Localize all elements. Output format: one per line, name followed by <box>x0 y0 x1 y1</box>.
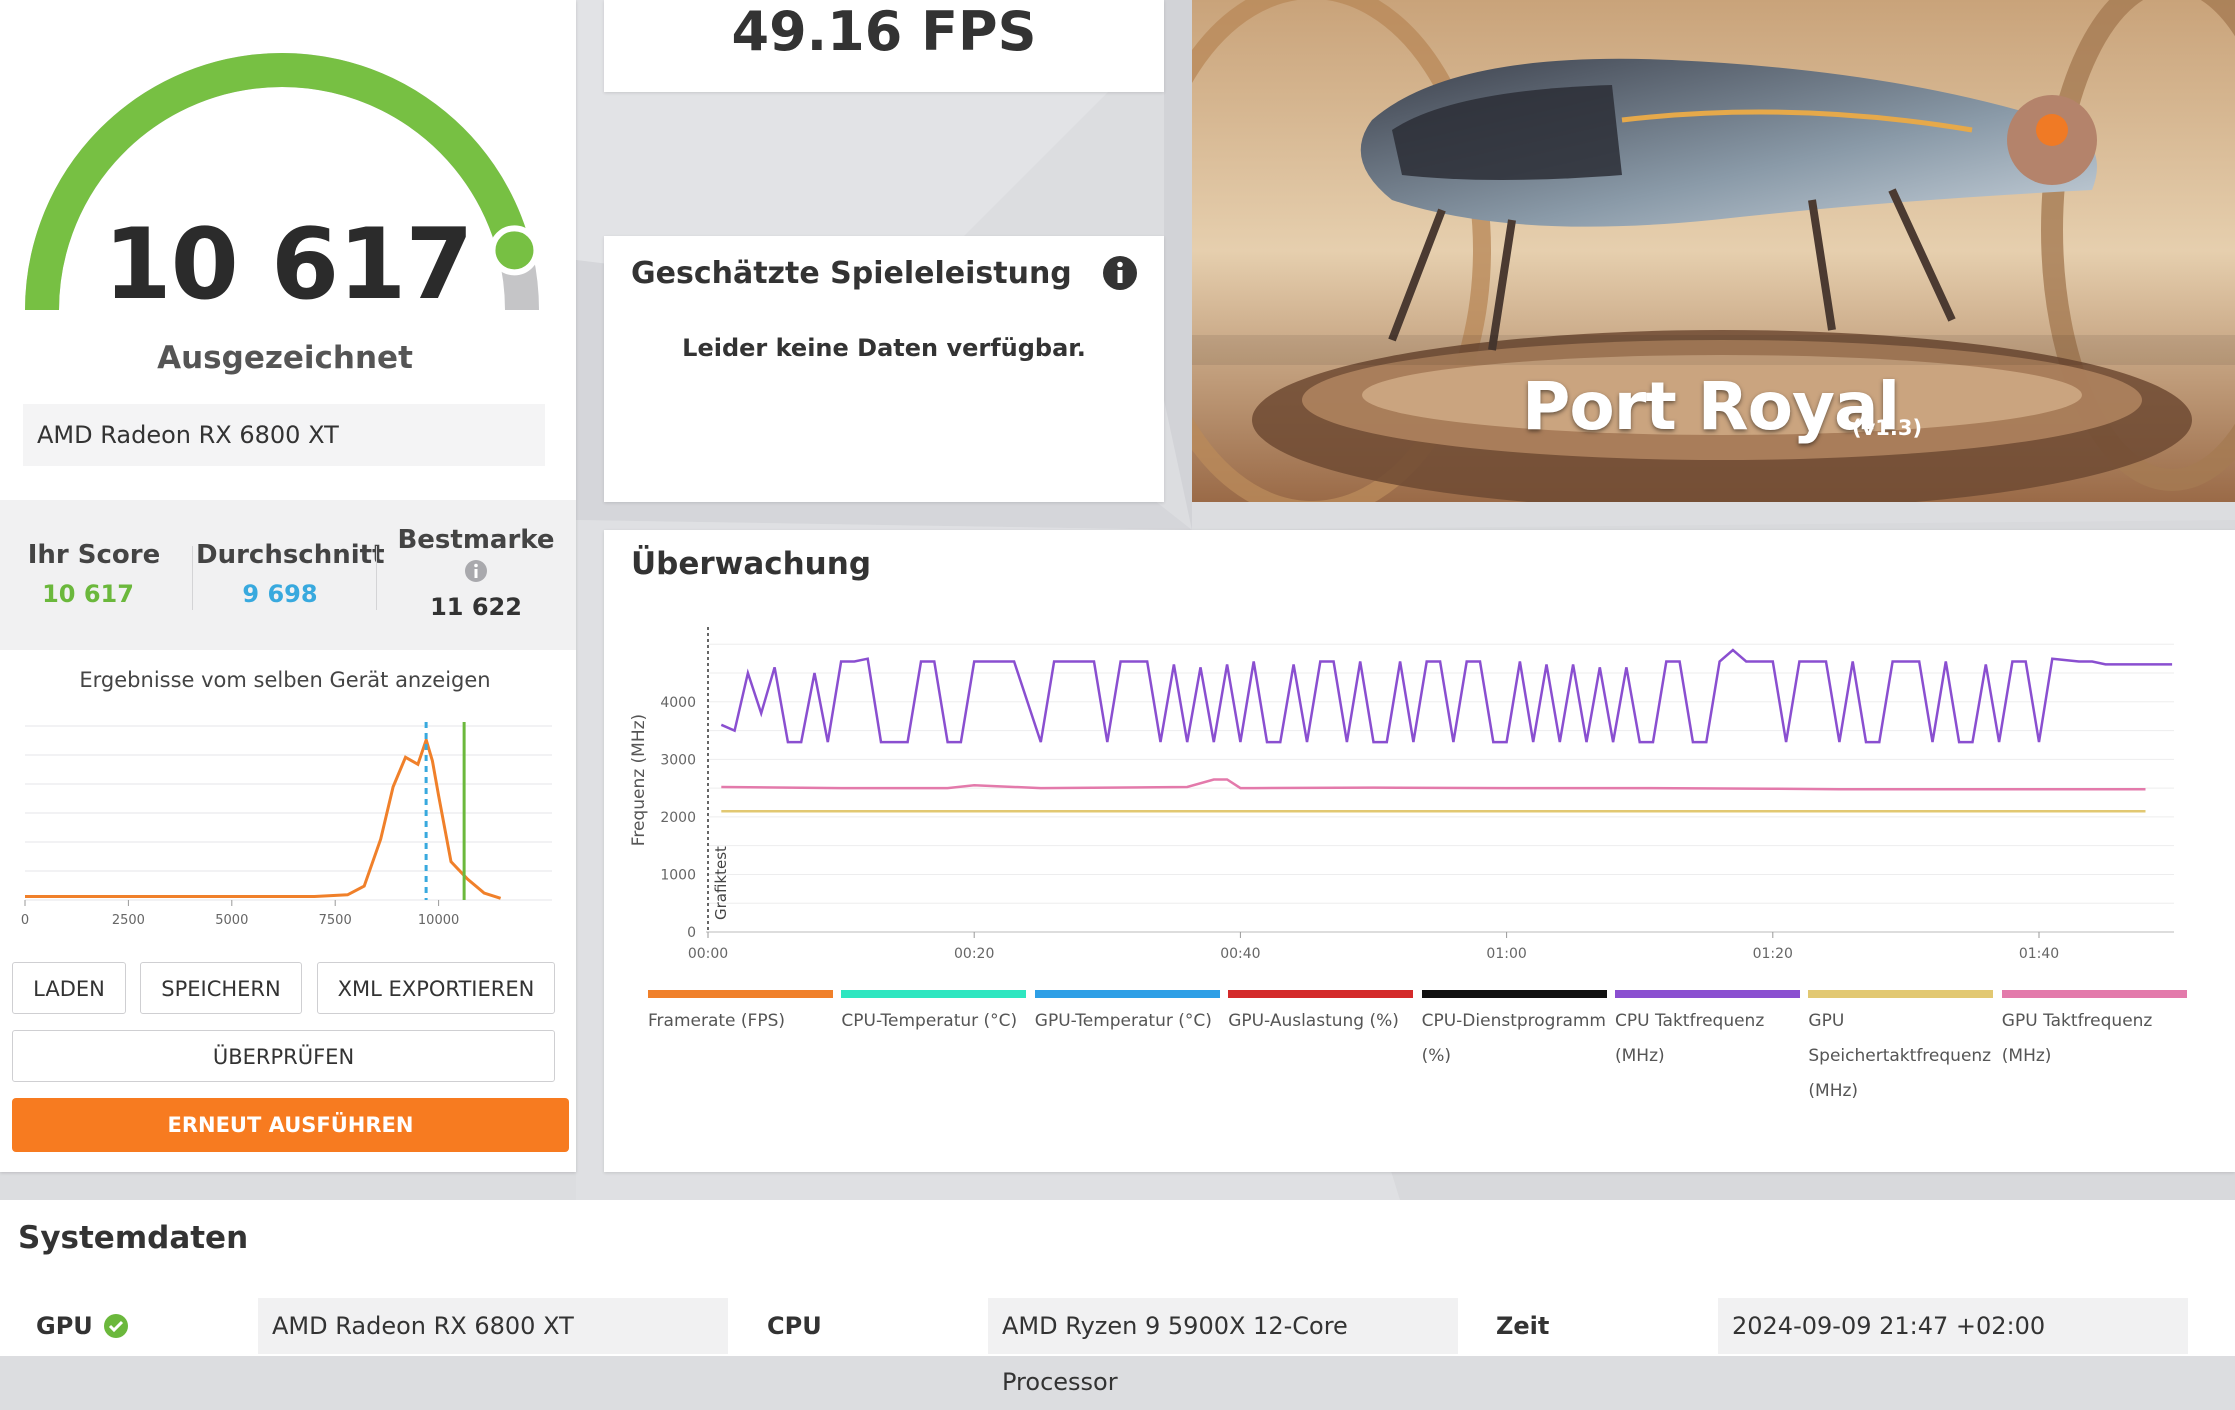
divider <box>376 546 377 610</box>
y-tick-label: 2000 <box>660 810 696 826</box>
monitoring-card: Überwachung 0 1000 2000 3000 4000 00:00 00:20… <box>604 530 2235 1172</box>
average-value: 9 698 <box>242 580 318 608</box>
gauge-knob <box>489 225 540 276</box>
legend-item[interactable]: CPU-Temperatur (°C) <box>841 990 1027 1039</box>
benchmark-version: (v1.3) <box>1852 416 1923 440</box>
y-tick-label: 4000 <box>660 695 696 711</box>
x-tick-label: 00:40 <box>1220 946 1260 962</box>
system-data-section: Systemdaten GPU AMD Radeon RX 6800 XT CP… <box>0 1200 2235 1396</box>
legend-item[interactable]: CPU-Dienstprogramm (%) <box>1421 990 1607 1074</box>
validate-button[interactable]: ÜBERPRÜFEN <box>12 1030 555 1082</box>
monitoring-chart: 0 1000 2000 3000 4000 00:00 00:20 00:40 01:00 01… <box>629 627 2174 962</box>
score-gauge <box>25 53 540 311</box>
average-stat: Durchschnitt 9 698 <box>196 540 385 608</box>
legend-label: CPU-Temperatur (°C) <box>841 1011 1018 1031</box>
fps-value: 49.16 FPS <box>731 0 1037 63</box>
run-again-button[interactable]: ERNEUT AUSFÜHREN <box>12 1098 569 1152</box>
legend-item[interactable]: Framerate (FPS) <box>648 990 833 1039</box>
x-tick-label: 00:00 <box>688 946 728 962</box>
legend-swatch <box>1615 990 1800 998</box>
x-tick-label: 0 <box>21 913 29 928</box>
best-stat: Bestmarke 11 622 <box>390 525 562 621</box>
save-button[interactable]: SPEICHERN <box>140 962 302 1014</box>
legend-label: GPU Taktfrequenz (MHz) <box>2001 1011 2153 1066</box>
x-tick-label: 01:20 <box>1753 946 1793 962</box>
export-xml-button[interactable]: XML EXPORTIEREN <box>317 962 555 1014</box>
legend-swatch <box>1034 990 1220 998</box>
score-distribution-chart: 0 2500 5000 7500 10000 <box>21 722 552 928</box>
legend-item[interactable]: GPU Taktfrequenz (MHz) <box>2001 990 2187 1074</box>
divider <box>192 546 193 610</box>
legend-label: GPU Speichertaktfrequenz (MHz) <box>1808 1011 1992 1101</box>
results-same-device-link[interactable]: Ergebnisse vom selben Gerät anzeigen <box>79 668 491 692</box>
fps-card: 49.16 FPS <box>604 0 1164 92</box>
legend-label: Framerate (FPS) <box>648 1011 785 1031</box>
x-tick-label: 10000 <box>418 913 459 928</box>
series-line <box>721 778 2146 791</box>
average-label: Durchschnitt <box>196 540 385 570</box>
legend-label: GPU-Auslastung (%) <box>1228 1011 1399 1031</box>
x-tick-label: 00:20 <box>954 946 994 962</box>
game-performance-title: Geschätzte Spieleleistung <box>631 256 1072 291</box>
legend-item[interactable]: CPU Taktfrequenz (MHz) <box>1615 990 1800 1074</box>
port-royal-artwork <box>1192 0 2235 502</box>
gpu-value: AMD Radeon RX 6800 XT <box>258 1298 728 1354</box>
legend-item[interactable]: GPU-Temperatur (°C) <box>1034 990 1220 1039</box>
x-tick-label: 01:00 <box>1486 946 1526 962</box>
time-label: Zeit <box>1496 1312 1550 1340</box>
legend-label: CPU-Dienstprogramm (%) <box>1421 1011 1606 1066</box>
best-value: 11 622 <box>430 593 522 621</box>
time-value: 2024-09-09 21:47 +02:00 <box>1718 1298 2188 1354</box>
your-score-value: 10 617 <box>42 580 134 608</box>
gpu-label-text: GPU <box>36 1312 93 1340</box>
legend-item[interactable]: GPU-Auslastung (%) <box>1228 990 1414 1039</box>
y-axis-label: Frequenz (MHz) <box>629 714 649 846</box>
benchmark-title: Port Royal <box>1522 368 1900 445</box>
legend-item[interactable]: GPU Speichertaktfrequenz (MHz) <box>1808 990 1994 1109</box>
legend-swatch <box>2001 990 2187 998</box>
benchmark-hero-image: Port Royal (v1.3) <box>1192 0 2235 502</box>
legend-label: CPU Taktfrequenz (MHz) <box>1615 1011 1765 1066</box>
legend-label: GPU-Temperatur (°C) <box>1034 1011 1212 1031</box>
your-score-label: Ihr Score <box>27 540 161 570</box>
device-name: AMD Radeon RX 6800 XT <box>23 404 545 466</box>
legend-swatch <box>648 990 833 998</box>
legend-swatch <box>841 990 1027 998</box>
x-tick-label: 5000 <box>215 913 248 928</box>
score-comparison: Ihr Score 10 617 Durchschnitt 9 698 Best… <box>0 500 576 650</box>
system-data-title: Systemdaten <box>18 1220 249 1256</box>
score-panel: 10 617 Ausgezeichnet AMD Radeon RX 6800 … <box>0 0 576 1172</box>
graphics-test-annotation: Grafiktest <box>712 846 730 920</box>
distribution-line <box>25 734 502 900</box>
y-tick-label: 3000 <box>660 752 696 768</box>
verified-check-icon <box>104 1314 129 1338</box>
score-rating: Ausgezeichnet <box>157 340 413 376</box>
x-tick-label: 01:40 <box>2019 946 2059 962</box>
legend-swatch <box>1421 990 1607 998</box>
y-tick-label: 0 <box>687 925 696 941</box>
series-line <box>720 648 2173 744</box>
y-tick-label: 1000 <box>660 867 696 883</box>
legend-swatch <box>1808 990 1994 998</box>
best-label: Bestmarke <box>397 525 555 555</box>
x-tick-label: 2500 <box>112 913 145 928</box>
score-value: 10 617 <box>103 208 473 322</box>
info-icon[interactable] <box>1102 255 1138 295</box>
your-score-stat: Ihr Score 10 617 <box>14 540 174 608</box>
best-info-icon[interactable] <box>390 559 562 587</box>
load-button[interactable]: LADEN <box>12 962 126 1014</box>
cpu-label: CPU <box>767 1312 822 1340</box>
game-performance-card: Geschätzte Spieleleistung Leider keine D… <box>604 236 1164 502</box>
legend-swatch <box>1228 990 1414 998</box>
x-tick-label: 7500 <box>319 913 352 928</box>
no-data-message: Leider keine Daten verfügbar. <box>682 334 1086 362</box>
gpu-label: GPU <box>36 1312 129 1340</box>
cpu-value: AMD Ryzen 9 5900X 12-Core Processor <box>988 1298 1458 1396</box>
monitoring-title: Überwachung <box>631 546 872 582</box>
